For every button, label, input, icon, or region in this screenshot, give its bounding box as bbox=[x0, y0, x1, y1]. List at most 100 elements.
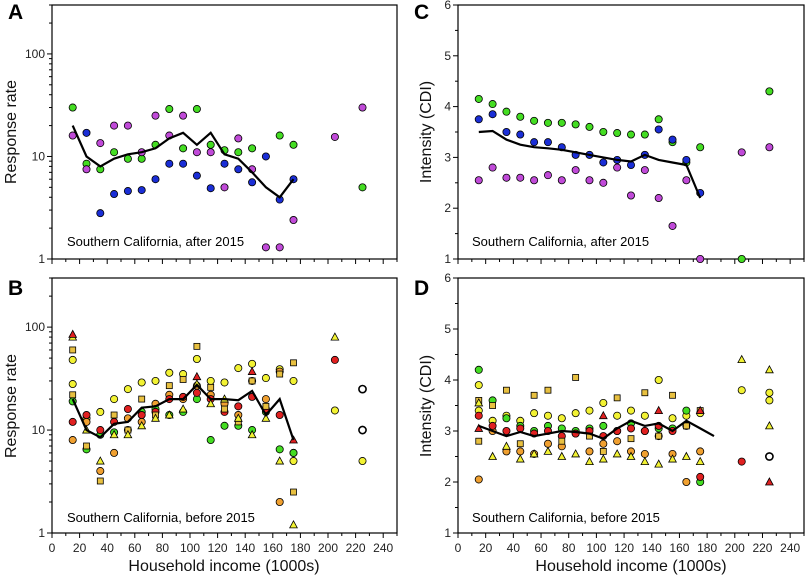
y-tick-label-a: 1 bbox=[38, 252, 45, 266]
x-tick-label-b: 180 bbox=[290, 541, 310, 555]
y-tick-label-d: 3 bbox=[444, 424, 451, 438]
point-c-purple bbox=[530, 176, 539, 185]
point-d-yellow-triangle bbox=[695, 456, 705, 466]
point-b-gold-square bbox=[69, 391, 77, 399]
point-b-yellow-triangle bbox=[151, 413, 160, 422]
point-a-purple bbox=[110, 121, 119, 130]
point-b-gold-square bbox=[193, 342, 201, 350]
point-a-green bbox=[234, 148, 243, 157]
point-a-purple bbox=[123, 121, 132, 130]
x-tick-label-b: 200 bbox=[318, 541, 338, 555]
point-d-yellow-triangle bbox=[681, 451, 691, 460]
point-c-green bbox=[765, 87, 774, 96]
point-b-yellow bbox=[96, 407, 105, 416]
point-c-purple bbox=[502, 173, 511, 182]
point-c-blue bbox=[502, 127, 511, 136]
point-b-red bbox=[330, 355, 339, 364]
average-line-d bbox=[478, 419, 715, 440]
point-a-green bbox=[110, 148, 119, 157]
point-a-green bbox=[275, 131, 284, 140]
point-d-orange bbox=[682, 477, 691, 486]
point-a-purple bbox=[192, 148, 201, 157]
x-tick-label-d: 180 bbox=[697, 541, 717, 555]
panel-label-b: B bbox=[8, 277, 23, 300]
point-b-gold-square bbox=[290, 359, 297, 367]
point-b-gold-square bbox=[290, 488, 297, 496]
point-d-yellow-triangle bbox=[585, 456, 594, 466]
point-b-red bbox=[137, 411, 146, 420]
point-c-purple bbox=[599, 178, 608, 187]
point-a-blue bbox=[110, 190, 119, 199]
point-b-yellow bbox=[68, 355, 77, 364]
x-tick-label-d: 60 bbox=[534, 541, 548, 555]
point-c-purple bbox=[640, 166, 649, 175]
point-d-gold-square bbox=[599, 447, 607, 455]
point-b-yellow-triangle bbox=[275, 456, 285, 465]
point-c-green bbox=[502, 107, 511, 116]
point-b-white-ring bbox=[358, 384, 367, 394]
plot-frame-a bbox=[51, 4, 398, 260]
point-b-yellow bbox=[137, 378, 146, 387]
panel-d: D Intensity (CDI) Household income (1000… bbox=[414, 271, 805, 575]
point-a-green bbox=[206, 140, 215, 149]
point-b-gold-square bbox=[207, 383, 215, 391]
point-a-blue bbox=[123, 187, 132, 196]
point-b-yellow-triangle bbox=[95, 456, 105, 465]
point-b-yellow bbox=[234, 364, 243, 373]
point-b-red bbox=[234, 402, 243, 411]
point-b-gold-square bbox=[96, 477, 104, 485]
point-c-green bbox=[599, 127, 608, 136]
point-d-orange bbox=[474, 475, 483, 484]
point-b-yellow bbox=[261, 374, 270, 383]
point-a-green bbox=[289, 140, 298, 149]
point-d-red bbox=[474, 411, 483, 420]
point-b-yellow bbox=[151, 376, 160, 385]
point-a-green bbox=[165, 105, 174, 114]
point-d-red bbox=[696, 472, 705, 481]
point-d-red bbox=[488, 421, 497, 430]
x-tick-label-b: 60 bbox=[128, 541, 142, 555]
point-c-blue bbox=[488, 110, 497, 119]
point-c-blue bbox=[668, 135, 677, 144]
point-d-orange bbox=[516, 447, 525, 456]
x-tick-label-d: 120 bbox=[614, 541, 634, 555]
panel-label-d: D bbox=[414, 277, 429, 300]
point-d-yellow-triangle bbox=[612, 449, 622, 458]
point-d-white-ring bbox=[765, 452, 774, 461]
point-d-yellow bbox=[627, 406, 636, 415]
point-c-purple bbox=[488, 163, 497, 172]
plot-frame-b bbox=[51, 277, 398, 534]
point-d-yellow bbox=[557, 414, 566, 423]
point-c-blue bbox=[599, 158, 608, 167]
x-axis-label-d: Household income (1000s) bbox=[535, 558, 726, 575]
point-b-orange bbox=[275, 498, 284, 507]
point-d-yellow bbox=[640, 411, 649, 420]
panel-a: A Response rate Southern California, aft… bbox=[3, 1, 398, 266]
point-b-yellow-triangle bbox=[206, 398, 216, 408]
point-d-yellow bbox=[530, 409, 539, 418]
point-c-purple bbox=[737, 148, 746, 157]
point-d-yellow-triangle bbox=[515, 454, 525, 463]
point-a-purple bbox=[179, 111, 188, 120]
y-tick-label-c: 2 bbox=[444, 201, 451, 215]
point-c-green bbox=[640, 130, 649, 139]
point-c-purple bbox=[543, 171, 552, 180]
point-b-gold-square bbox=[276, 370, 284, 378]
point-d-yellow-triangle bbox=[557, 451, 567, 460]
point-c-purple bbox=[585, 176, 594, 185]
point-b-yellow bbox=[68, 380, 77, 389]
point-b-green bbox=[289, 448, 298, 457]
point-d-red-triangle bbox=[654, 405, 664, 415]
point-d-yellow bbox=[737, 386, 746, 395]
x-tick-label-b: 160 bbox=[263, 541, 283, 555]
y-tick-label-c: 3 bbox=[444, 150, 451, 164]
point-d-orange bbox=[599, 439, 608, 448]
point-b-gold-square bbox=[221, 405, 228, 413]
point-b-yellow bbox=[358, 457, 367, 466]
point-b-yellow-triangle bbox=[109, 429, 119, 439]
point-b-yellow-triangle bbox=[233, 413, 243, 422]
point-d-green bbox=[474, 365, 483, 374]
point-a-blue bbox=[179, 159, 188, 168]
point-a-purple bbox=[275, 243, 284, 252]
